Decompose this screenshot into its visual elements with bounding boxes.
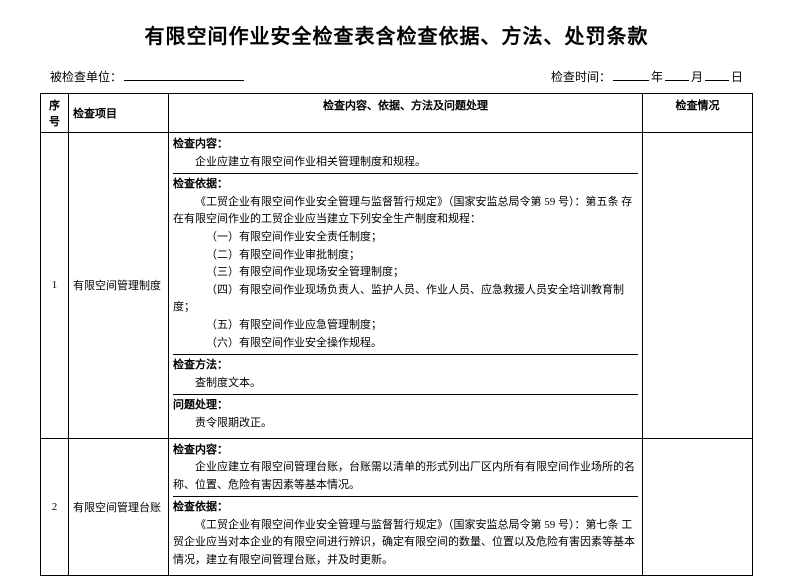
header-num: 序号 — [41, 94, 69, 133]
content-line: 责令限期改正。 — [173, 415, 638, 433]
year-blank — [613, 67, 649, 81]
content-section: 检查依据： 《工贸企业有限空间作业安全管理与监督暂行规定》（国家安监总局令第 59… — [173, 173, 638, 352]
unit-field: 被检查单位： — [50, 67, 246, 85]
content-section: 问题处理： 责令限期改正。 — [173, 394, 638, 432]
time-field: 检查时间： 年 月 日 — [551, 67, 743, 85]
content-line: （五）有限空间作业应急管理制度； — [173, 317, 638, 335]
row-num: 2 — [41, 438, 69, 575]
row-content: 检查内容： 企业应建立有限空间管理台账，台账需以清单的形式列出厂区内所有有限空间作… — [169, 438, 643, 575]
content-line: 企业应建立有限空间管理台账，台账需以清单的形式列出厂区内所有有限空间作业场所的名… — [173, 459, 638, 494]
section-label: 检查依据： — [173, 178, 228, 190]
document-title: 有限空间作业安全检查表含检查依据、方法、处罚条款 — [40, 20, 753, 49]
year-label: 年 — [651, 68, 663, 85]
info-row: 被检查单位： 检查时间： 年 月 日 — [40, 67, 753, 85]
header-content: 检查内容、依据、方法及问题处理 — [169, 94, 643, 133]
content-section: 检查内容： 企业应建立有限空间管理台账，台账需以清单的形式列出厂区内所有有限空间作… — [173, 442, 638, 495]
section-label: 检查依据： — [173, 501, 228, 513]
content-line: 《工贸企业有限空间作业安全管理与监督暂行规定》（国家安监总局令第 59 号）：第… — [173, 517, 638, 570]
content-line: （三）有限空间作业现场安全管理制度； — [173, 264, 638, 282]
section-label: 检查内容： — [173, 444, 228, 456]
header-item: 检查项目 — [69, 94, 169, 133]
row-status — [643, 133, 753, 439]
section-label: 问题处理： — [173, 399, 228, 411]
row-num: 1 — [41, 133, 69, 439]
section-label: 检查方法： — [173, 359, 228, 371]
content-line: 查制度文本。 — [173, 375, 638, 393]
row-item: 有限空间管理制度 — [69, 133, 169, 439]
content-section: 检查方法： 查制度文本。 — [173, 354, 638, 392]
row-status — [643, 438, 753, 575]
content-section: 检查内容： 企业应建立有限空间作业相关管理制度和规程。 — [173, 136, 638, 171]
day-blank — [705, 67, 729, 81]
month-label: 月 — [691, 68, 703, 85]
content-line: 企业应建立有限空间作业相关管理制度和规程。 — [173, 154, 638, 172]
content-line: （六）有限空间作业安全操作规程。 — [173, 335, 638, 353]
content-section: 检查依据： 《工贸企业有限空间作业安全管理与监督暂行规定》（国家安监总局令第 59… — [173, 496, 638, 569]
unit-blank — [124, 67, 244, 81]
month-blank — [665, 67, 689, 81]
content-line: （一）有限空间作业安全责任制度； — [173, 229, 638, 247]
header-status: 检查情况 — [643, 94, 753, 133]
table-row: 2有限空间管理台账检查内容： 企业应建立有限空间管理台账，台账需以清单的形式列出厂… — [41, 438, 753, 575]
day-label: 日 — [731, 68, 743, 85]
content-line: （二）有限空间作业审批制度； — [173, 247, 638, 265]
checklist-table: 序号 检查项目 检查内容、依据、方法及问题处理 检查情况 1有限空间管理制度检查… — [40, 93, 753, 576]
row-content: 检查内容： 企业应建立有限空间作业相关管理制度和规程。检查依据： 《工贸企业有限空间… — [169, 133, 643, 439]
unit-label: 被检查单位： — [50, 68, 122, 85]
section-label: 检查内容： — [173, 138, 228, 150]
content-line: 《工贸企业有限空间作业安全管理与监督暂行规定》（国家安监总局令第 59 号）：第… — [173, 194, 638, 229]
row-item: 有限空间管理台账 — [69, 438, 169, 575]
time-label: 检查时间： — [551, 68, 611, 85]
content-line: （四）有限空间作业现场负责人、监护人员、作业人员、应急救援人员安全培训教育制度； — [173, 282, 638, 317]
table-row: 1有限空间管理制度检查内容：企业应建立有限空间作业相关管理制度和规程。检查依据：… — [41, 133, 753, 439]
table-header-row: 序号 检查项目 检查内容、依据、方法及问题处理 检查情况 — [41, 94, 753, 133]
